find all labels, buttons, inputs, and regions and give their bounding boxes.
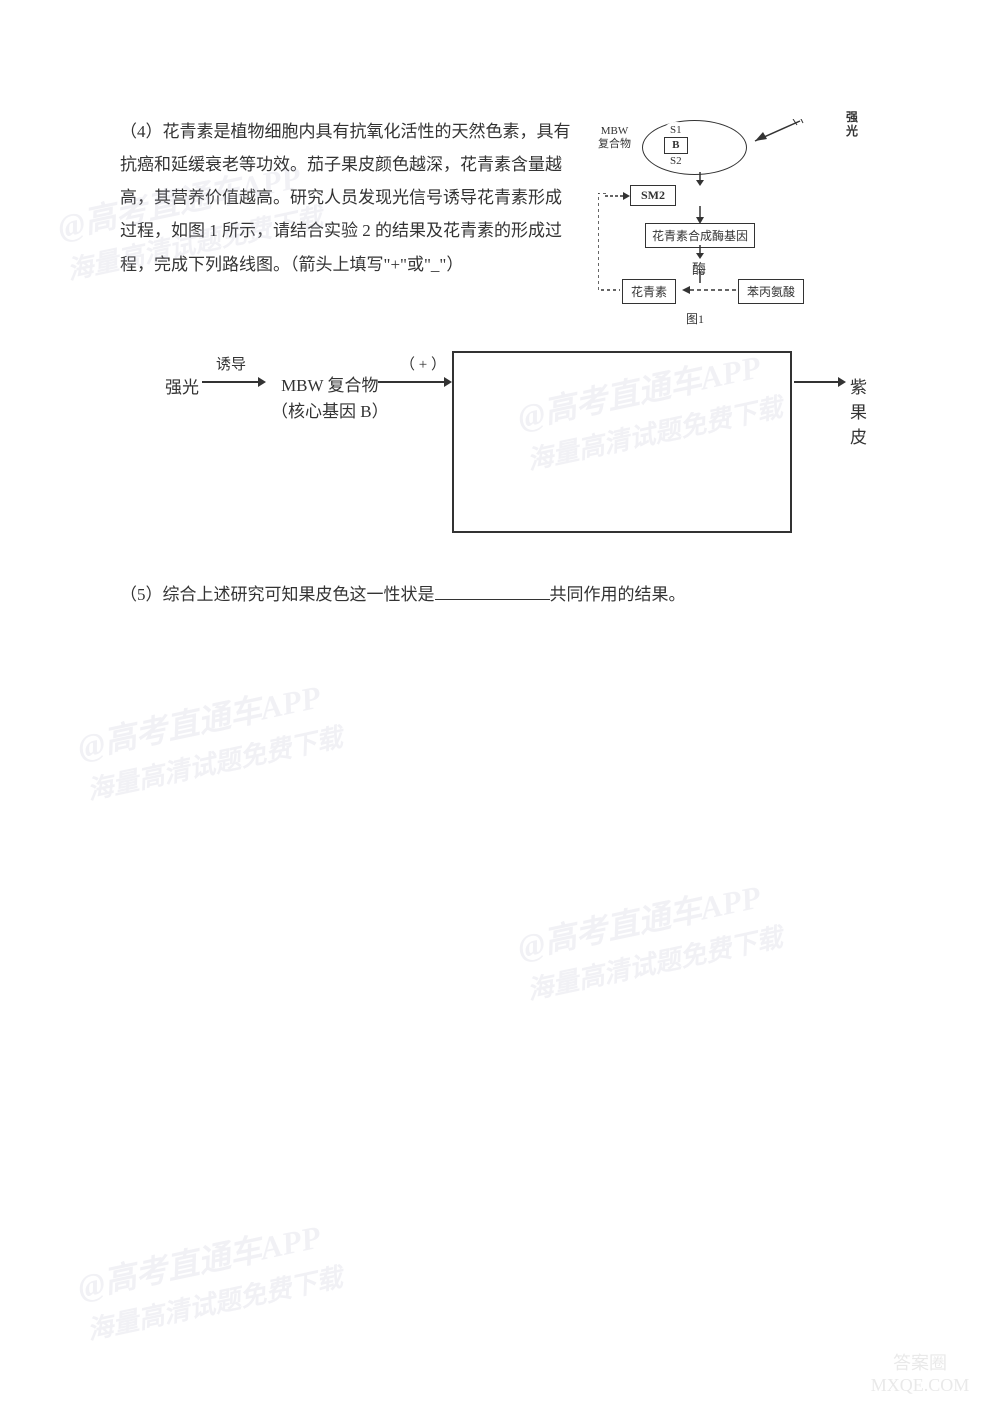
light-arrow-icon (745, 119, 805, 144)
figure-1-diagram: MBW 复合物 强 光 S1 B S2 SM2 (590, 115, 870, 315)
s1-b-s2-stack: S1 B S2 (664, 122, 688, 169)
q5-number: （5） (120, 585, 163, 604)
mbw-label: MBW 复合物 (598, 125, 631, 151)
sm2-box: SM2 (630, 185, 676, 206)
feedback-dash-icon (598, 193, 626, 293)
corner-logo: 答案圈 MXQE.COM (860, 1349, 980, 1394)
fill-blank[interactable] (435, 583, 550, 600)
arrow-right-icon (378, 381, 450, 383)
figure-1-caption: 图1 (686, 310, 704, 327)
watermark: @高考直通车APP 海量高清试题免费下载 (74, 674, 346, 809)
phenylalanine-box: 苯丙氨酸 (738, 279, 804, 304)
flow-mbw-label: MBW 复合物 （核心基因 B） (271, 373, 389, 424)
q4-body: 花青素是植物细胞内具有抗氧化活性的天然色素，具有抗癌和延缓衰老等功效。茄子果皮颜… (120, 122, 571, 274)
flow-induce-label: 诱导 (216, 353, 246, 374)
question-5: （5）综合上述研究可知果皮色这一性状是 共同作用的结果。 (120, 580, 880, 611)
arrow-down-icon (694, 245, 706, 259)
vertical-dash-icon (696, 271, 704, 283)
q4-number: （4） (120, 122, 163, 141)
question-4-text: （4）花青素是植物细胞内具有抗氧化活性的天然色素，具有抗癌和延缓衰老等功效。茄子… (120, 115, 575, 281)
flow-start-label: 强光 (165, 373, 199, 398)
s1-label: S1 (664, 122, 688, 138)
question-4: （4）花青素是植物细胞内具有抗氧化活性的天然色素，具有抗癌和延缓衰老等功效。茄子… (120, 115, 880, 315)
q5-text-after: 共同作用的结果。 (550, 585, 686, 604)
arrow-down-icon (694, 206, 706, 224)
flowchart-to-complete: 强光 诱导 MBW 复合物 （核心基因 B） （ + ） 紫果皮 (120, 355, 880, 535)
strong-light-label: 强 光 (846, 110, 858, 139)
q5-text-before: 综合上述研究可知果皮色这一性状是 (163, 585, 435, 604)
anthocyanin-box: 花青素 (622, 279, 676, 304)
arrow-right-icon (202, 381, 264, 383)
flow-result-label: 紫果皮 (850, 373, 880, 448)
arrow-right-icon (794, 381, 844, 383)
s2-label: S2 (664, 153, 688, 169)
watermark: @高考直通车APP 海量高清试题免费下载 (74, 1214, 346, 1349)
b-label: B (664, 137, 688, 153)
answer-blank-box[interactable] (452, 351, 792, 533)
arrow-down-icon (694, 172, 706, 186)
flow-plus-label: （ + ） (400, 353, 446, 374)
mbw-complex-oval (642, 120, 747, 175)
watermark: @高考直通车APP 海量高清试题免费下载 (514, 874, 786, 1009)
arrow-left-icon (680, 283, 738, 297)
